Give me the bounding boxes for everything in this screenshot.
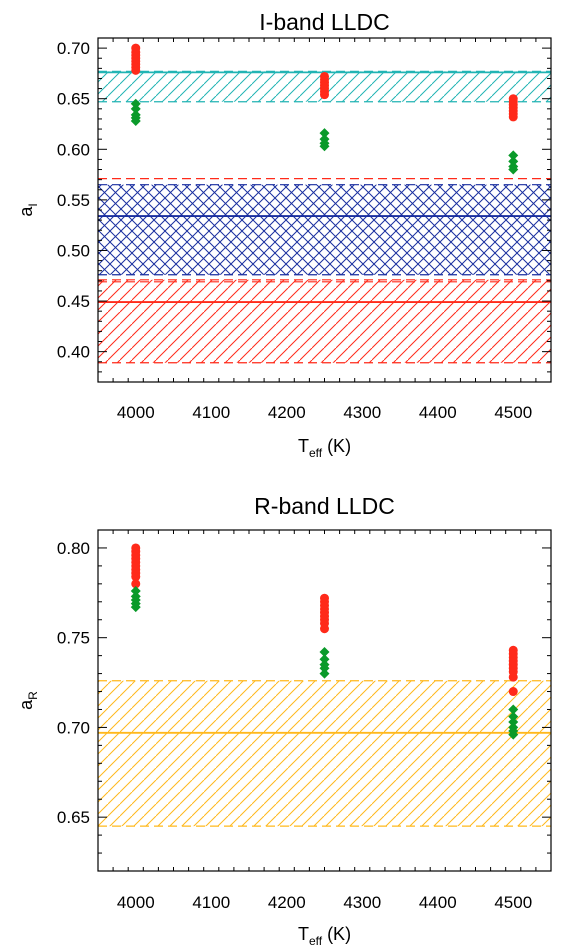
data-point-green-12 <box>508 164 519 175</box>
y-axis-title: aR <box>16 691 40 710</box>
data-point-red-18 <box>320 624 329 634</box>
data-point-green-10 <box>508 156 519 167</box>
x-tick-label: 4100 <box>192 893 230 912</box>
data-point-green-4 <box>130 115 141 126</box>
x-tick-label: 4500 <box>494 403 532 422</box>
band-blue-hatch <box>98 184 551 275</box>
band-orange-hatch <box>98 680 551 827</box>
x-tick-label: 4000 <box>117 893 155 912</box>
x-tick-label: 4400 <box>419 403 457 422</box>
x-tick-label: 4300 <box>343 403 381 422</box>
data-point-green-12 <box>508 717 519 728</box>
x-axis-title: Teff (K) <box>298 436 351 460</box>
data-point-green-5 <box>319 128 330 139</box>
y-tick-label: 0.70 <box>57 39 90 58</box>
data-point-red-27 <box>508 687 518 697</box>
y-tick-label: 0.60 <box>57 140 90 159</box>
data-point-green-0 <box>130 586 141 597</box>
chart-2: 4000 4100 4200 4300 4400 4500 0.65 0.70 0.75 0.80… <box>16 493 552 947</box>
x-tick-label: 4200 <box>268 403 306 422</box>
data-point-red-8 <box>131 572 141 582</box>
x-axis-title: Teff (K) <box>298 924 351 947</box>
data-point-green-5 <box>319 647 330 658</box>
data-point-red-21 <box>508 112 518 122</box>
chart-title: I-band LLDC <box>259 9 389 35</box>
y-tick-label: 0.65 <box>57 90 90 109</box>
data-point-green-9 <box>319 668 330 679</box>
band-red-hatch <box>98 279 551 363</box>
plot-area <box>98 43 551 364</box>
x-tick-label: 4000 <box>117 403 155 422</box>
plot-area <box>98 543 551 827</box>
data-point-green-10 <box>508 704 519 715</box>
x-tick-label: 4500 <box>494 893 532 912</box>
y-tick-label: 0.70 <box>57 718 90 737</box>
chart-1: 4000 4100 4200 4300 4400 4500 0.40 0.45 0.50 0.55… <box>16 9 552 460</box>
y-tick-label: 0.75 <box>57 629 90 648</box>
y-tick-label: 0.65 <box>57 808 90 827</box>
data-point-green-8 <box>319 663 330 674</box>
data-point-green-15 <box>508 729 519 740</box>
data-point-green-11 <box>508 711 519 722</box>
x-tick-label: 4300 <box>343 893 381 912</box>
data-point-green-9 <box>508 150 519 161</box>
data-point-green-0 <box>130 98 141 109</box>
x-tick-label: 4100 <box>192 403 230 422</box>
y-tick-label: 0.45 <box>57 292 90 311</box>
y-tick-label: 0.55 <box>57 191 90 210</box>
y-tick-label: 0.80 <box>57 539 90 558</box>
data-point-green-4 <box>130 602 141 613</box>
data-point-red-14 <box>320 90 329 100</box>
x-tick-label: 4200 <box>268 893 306 912</box>
y-tick-label: 0.50 <box>57 241 90 260</box>
data-point-red-9 <box>131 579 141 589</box>
chart-title: R-band LLDC <box>254 493 395 519</box>
data-point-green-1 <box>130 103 141 114</box>
data-point-green-6 <box>319 654 330 665</box>
data-point-red-26 <box>508 672 518 682</box>
y-axis-title: aI <box>16 203 40 216</box>
y-tick-label: 0.40 <box>57 343 90 362</box>
data-point-red-7 <box>131 65 141 75</box>
x-tick-label: 4400 <box>419 893 457 912</box>
data-point-green-8 <box>319 141 330 152</box>
